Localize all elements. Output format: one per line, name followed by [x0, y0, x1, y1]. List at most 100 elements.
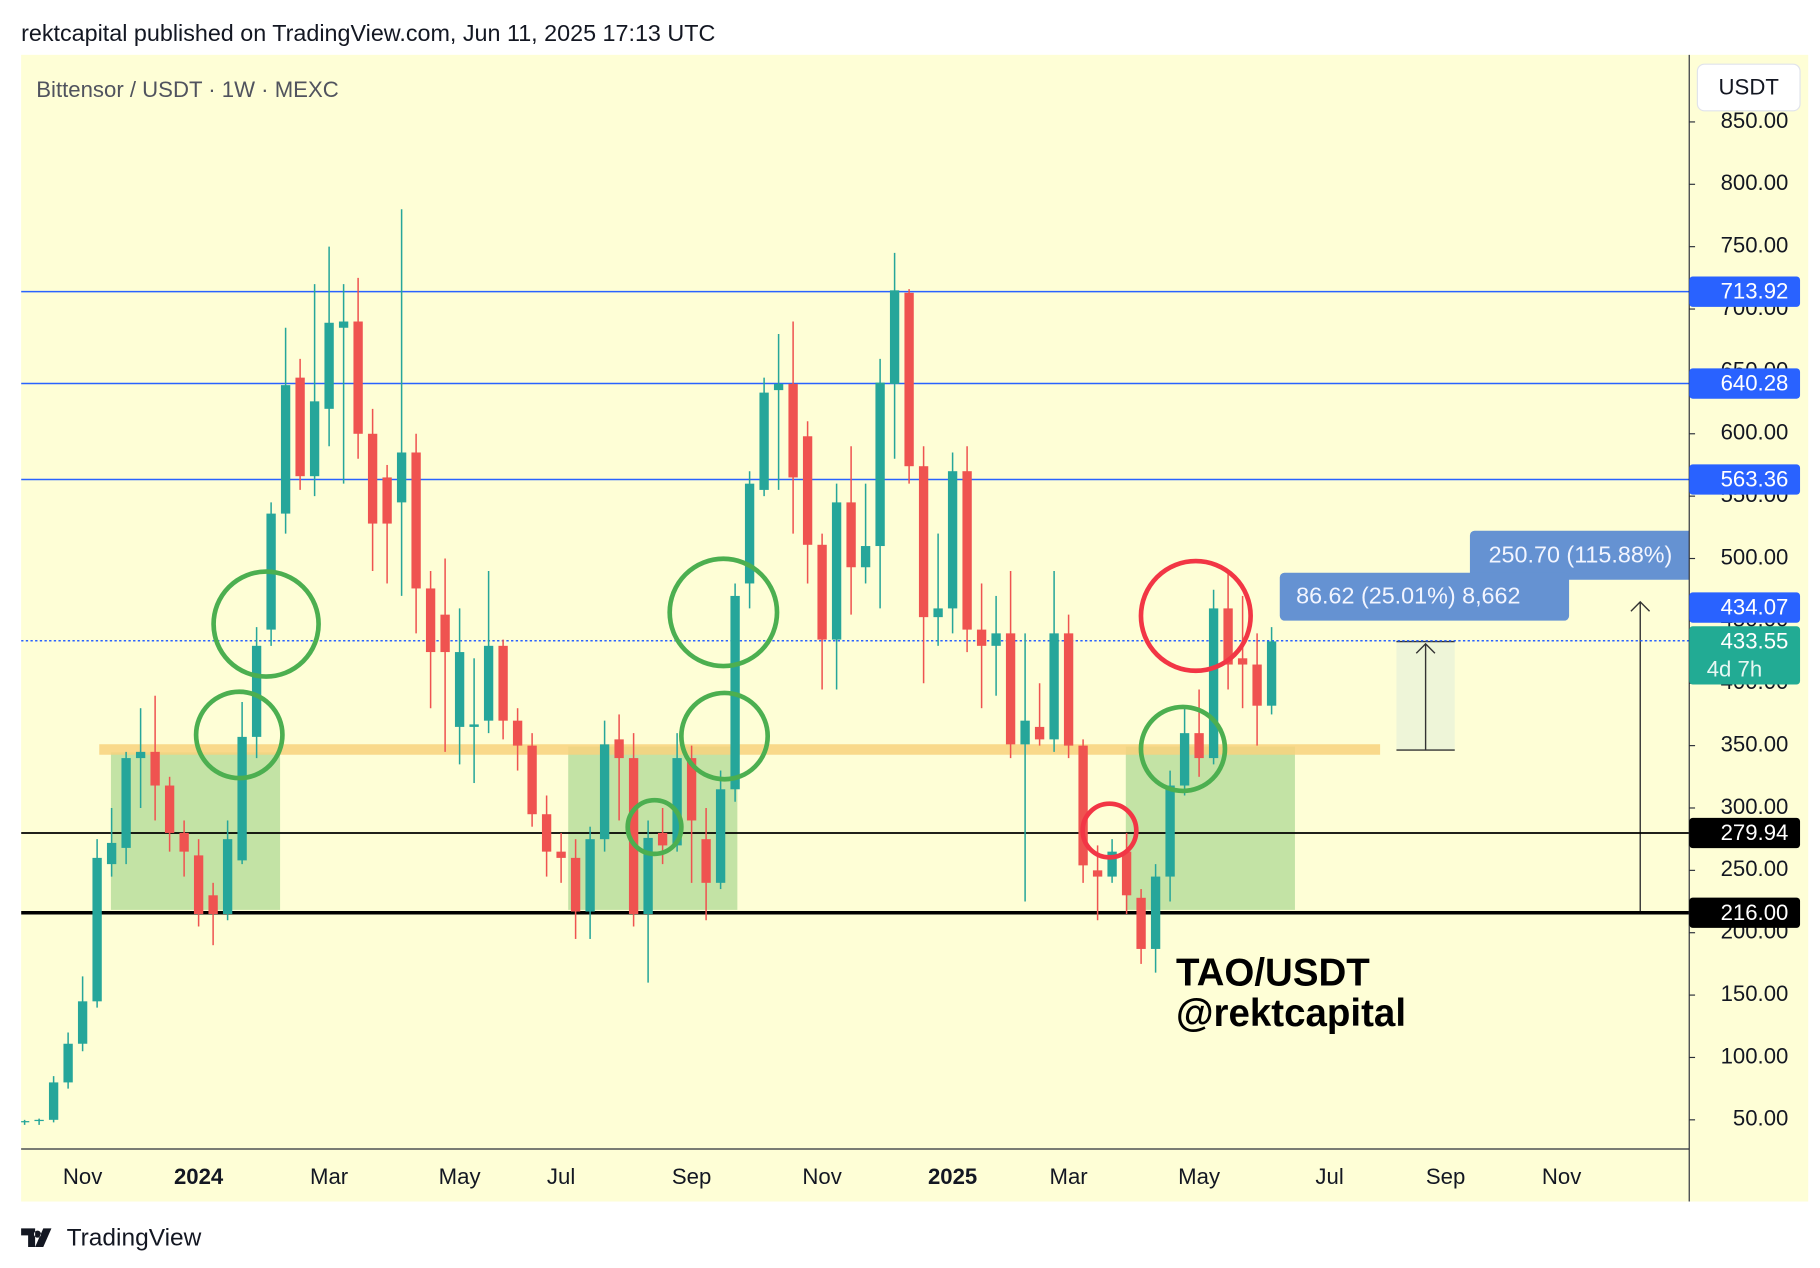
y-tick-label: 850.00	[1721, 108, 1789, 133]
candle-body	[1237, 658, 1248, 665]
candle-body	[440, 614, 450, 653]
drawings-over: 250.70 (115.88%) 86.62 (25.01%) 8,662 TA…	[193, 530, 1690, 1035]
candle-body	[454, 652, 465, 727]
y-tick-label: 800.00	[1721, 170, 1789, 195]
y-tick-label: 350.00	[1721, 731, 1789, 756]
level-label: 713.92	[1721, 279, 1789, 304]
candle-body	[701, 839, 711, 883]
candle-body	[1165, 785, 1175, 877]
x-tick-label: 2024	[174, 1164, 224, 1189]
candle-body	[1034, 726, 1045, 740]
candle-body	[498, 645, 508, 721]
watermark: @rektcapital	[1176, 992, 1406, 1035]
symbol-title: Bittensor / USDT · 1W · MEXC	[36, 77, 338, 102]
circle-marker	[679, 690, 771, 782]
candle-body	[1150, 876, 1161, 949]
currency-button[interactable]	[1696, 63, 1801, 112]
candle-body	[396, 452, 407, 503]
candle-body	[541, 814, 552, 852]
candle-body	[860, 546, 871, 568]
candle-body	[382, 477, 392, 524]
candle-body	[976, 629, 987, 646]
candle-body	[1223, 608, 1233, 665]
candle-body	[846, 502, 856, 568]
circle-marker	[1138, 558, 1253, 674]
candle-body	[121, 758, 131, 848]
y-tick-label: 600.00	[1721, 420, 1789, 445]
candle-body	[237, 736, 247, 861]
countdown-label: 4d 7h	[1707, 656, 1762, 681]
candle-body	[759, 392, 769, 490]
candle-body	[933, 608, 943, 618]
candle-body	[614, 739, 624, 759]
candle-body	[193, 855, 204, 915]
candle-body	[947, 471, 958, 609]
tradingview-logo: TradingView	[21, 1224, 202, 1251]
candle-body	[889, 290, 900, 384]
candle-body	[527, 745, 537, 815]
candle-body	[1136, 897, 1146, 949]
level-label-box	[1689, 464, 1801, 495]
y-tick-label: 500.00	[1721, 544, 1789, 569]
level-label: 216.00	[1721, 900, 1789, 925]
candle-body	[469, 724, 479, 727]
currency-label[interactable]: USDT	[1719, 75, 1780, 100]
candle-body	[904, 292, 914, 467]
x-tick-label: May	[1178, 1164, 1221, 1189]
x-tick-label: Jul	[1315, 1164, 1343, 1189]
circle-marker	[211, 569, 321, 679]
level-label-box	[1689, 276, 1801, 307]
candle-body	[802, 436, 813, 545]
candle-body	[353, 321, 363, 434]
plot	[21, 209, 1690, 1125]
candle-body	[715, 789, 726, 883]
candle-body	[1005, 633, 1016, 745]
level-label: 279.94	[1721, 820, 1789, 845]
candle-body	[1252, 664, 1262, 706]
circle-marker	[667, 556, 780, 669]
candle-body	[1179, 733, 1190, 786]
y-tick-label: 50.00	[1733, 1106, 1788, 1131]
candle-body	[34, 1119, 44, 1122]
candle-body	[512, 720, 523, 746]
candle-body	[309, 401, 320, 477]
y-tick-label: 300.00	[1721, 794, 1789, 819]
arrow-head	[1415, 642, 1436, 654]
candle-body	[21, 1121, 30, 1123]
candle-body	[222, 839, 233, 915]
candle-body	[338, 321, 349, 328]
candle-body	[570, 857, 581, 912]
candle-body	[1266, 641, 1277, 706]
publish-header: rektcapital published on TradingView.com…	[21, 20, 715, 46]
candle-body	[425, 588, 436, 653]
candle-body	[657, 832, 668, 846]
measure-label: 250.70 (115.88%)	[1489, 542, 1673, 568]
circle-marker	[1080, 801, 1139, 860]
candle-body	[831, 502, 842, 640]
candle-body	[179, 832, 189, 852]
candle-body	[208, 895, 218, 915]
candle-body	[77, 1001, 88, 1044]
candle-body	[1107, 851, 1117, 877]
level-label: 640.28	[1721, 371, 1789, 396]
candle-body	[672, 758, 682, 846]
arrow-head	[1630, 600, 1651, 612]
candle-body	[628, 758, 639, 915]
candle-body	[875, 382, 885, 547]
candle-body	[643, 837, 653, 915]
candle-body	[788, 383, 798, 478]
chart-background	[21, 54, 1809, 1202]
level-label-box	[1689, 817, 1801, 849]
candle-body	[918, 466, 929, 618]
x-tick-label: Nov	[1542, 1164, 1581, 1189]
x-tick-label: Mar	[1050, 1164, 1089, 1189]
candle-body	[92, 857, 102, 1002]
last-price-label: 433.55	[1721, 628, 1789, 653]
candle-body	[150, 751, 160, 786]
candle-body	[991, 633, 1001, 646]
y-tick-label: 150.00	[1721, 981, 1789, 1006]
candle-body	[135, 751, 146, 759]
candle-body	[817, 544, 827, 640]
candle-body	[744, 483, 755, 584]
candle-body	[1020, 720, 1030, 745]
